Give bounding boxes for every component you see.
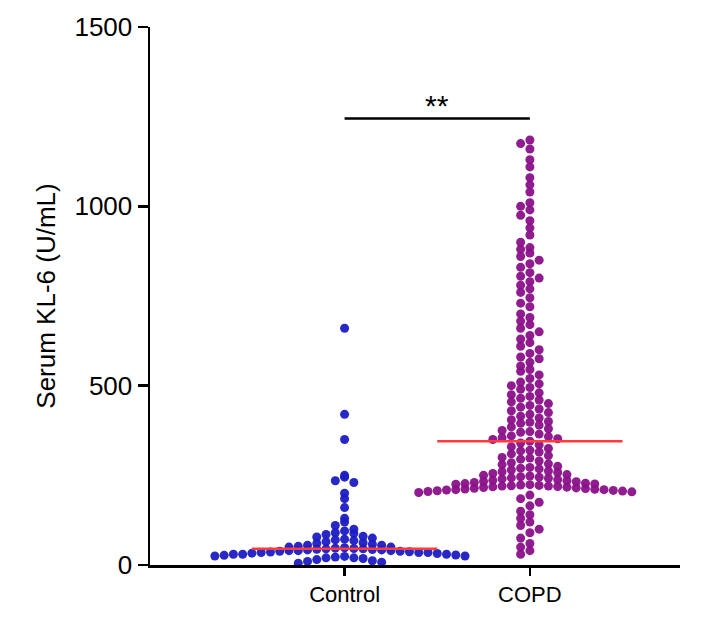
svg-text:**: **: [425, 89, 449, 122]
svg-text:Control: Control: [309, 582, 380, 607]
svg-text:1500: 1500: [74, 12, 132, 42]
svg-text:0: 0: [118, 550, 132, 580]
svg-text:COPD: COPD: [498, 582, 562, 607]
svg-text:1000: 1000: [74, 191, 132, 221]
svg-text:500: 500: [89, 371, 132, 401]
svg-text:Serum KL-6 (U/mL): Serum KL-6 (U/mL): [31, 183, 61, 408]
